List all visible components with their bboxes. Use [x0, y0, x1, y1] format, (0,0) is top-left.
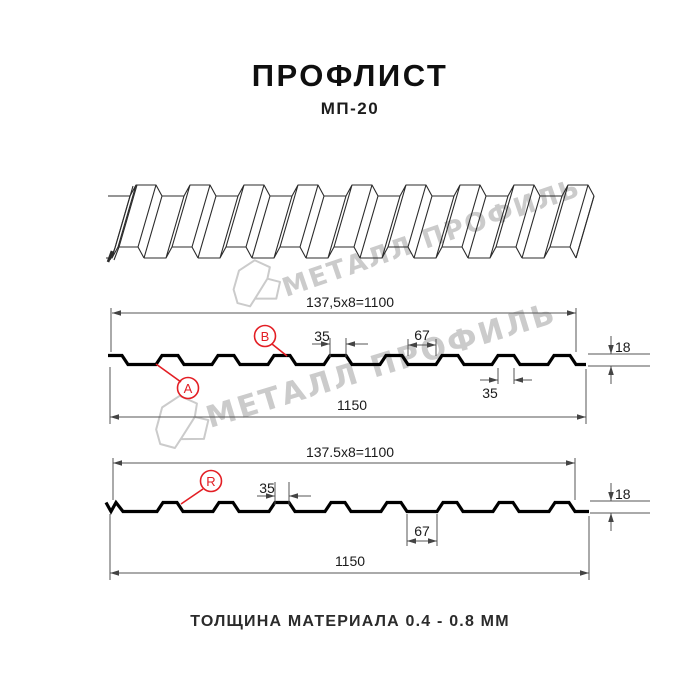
dim-overall-width: 1150 [109, 514, 590, 580]
brand-logo-icon [232, 259, 282, 308]
profile-model-subtitle: МП-20 [320, 99, 380, 118]
dim-height: 18 [590, 483, 650, 531]
dim-pitch-total-label: 137.5x8=1100 [306, 444, 394, 460]
profile-outline [108, 353, 586, 367]
watermark-lower: МЕТАЛЛ ПРОФИЛЬ [155, 296, 561, 449]
sheet-cut-edge [106, 184, 138, 263]
dim-crest-width-bottom-label: 35 [482, 385, 498, 401]
profile-outline [104, 499, 589, 515]
watermark-text: МЕТАЛЛ ПРОФИЛЬ [279, 173, 585, 303]
dim-valley-width-label: 67 [414, 523, 430, 539]
dim-overall-width: 1150 [109, 367, 587, 424]
view-label-b-text: B [261, 329, 270, 344]
dim-height-label: 18 [615, 486, 631, 502]
view-label-a: A [155, 363, 200, 400]
dim-crest-width-label: 35 [259, 480, 275, 496]
dim-valley-width-label: 67 [414, 327, 430, 343]
dim-pitch-total: 137,5x8=1100 [110, 294, 577, 352]
brand-logo-icon [155, 394, 210, 449]
dim-pitch-total-label: 137,5x8=1100 [306, 294, 394, 310]
cross-section-bottom: 137.5x8=1100 35 67 18 1150 [104, 444, 650, 580]
material-thickness-caption: ТОЛЩИНА МАТЕРИАЛА 0.4 - 0.8 ММ [190, 613, 510, 630]
view-label-b: B [253, 324, 288, 357]
dim-valley-width: 67 [407, 327, 437, 356]
dim-crest-width-top-label: 35 [314, 328, 330, 344]
dim-height-label: 18 [615, 339, 631, 355]
view-label-r: R [180, 469, 223, 505]
view-label-r-text: R [206, 474, 215, 489]
dim-overall-width-label: 1150 [335, 553, 365, 569]
view-label-a-text: A [184, 381, 193, 396]
sheet-3d-view [106, 184, 595, 263]
dim-pitch-total: 137.5x8=1100 [112, 444, 576, 500]
dim-valley-width: 67 [406, 514, 438, 546]
dim-crest-width-top: 35 [312, 328, 368, 357]
dim-height: 18 [588, 336, 650, 384]
dim-overall-width-label: 1150 [337, 397, 367, 413]
dim-crest-width-bottom: 35 [480, 368, 532, 401]
cross-section-top: 137,5x8=1100 35 67 18 35 [108, 294, 650, 424]
page-title: ПРОФЛИСТ [251, 58, 449, 93]
dim-crest-width: 35 [257, 480, 311, 505]
